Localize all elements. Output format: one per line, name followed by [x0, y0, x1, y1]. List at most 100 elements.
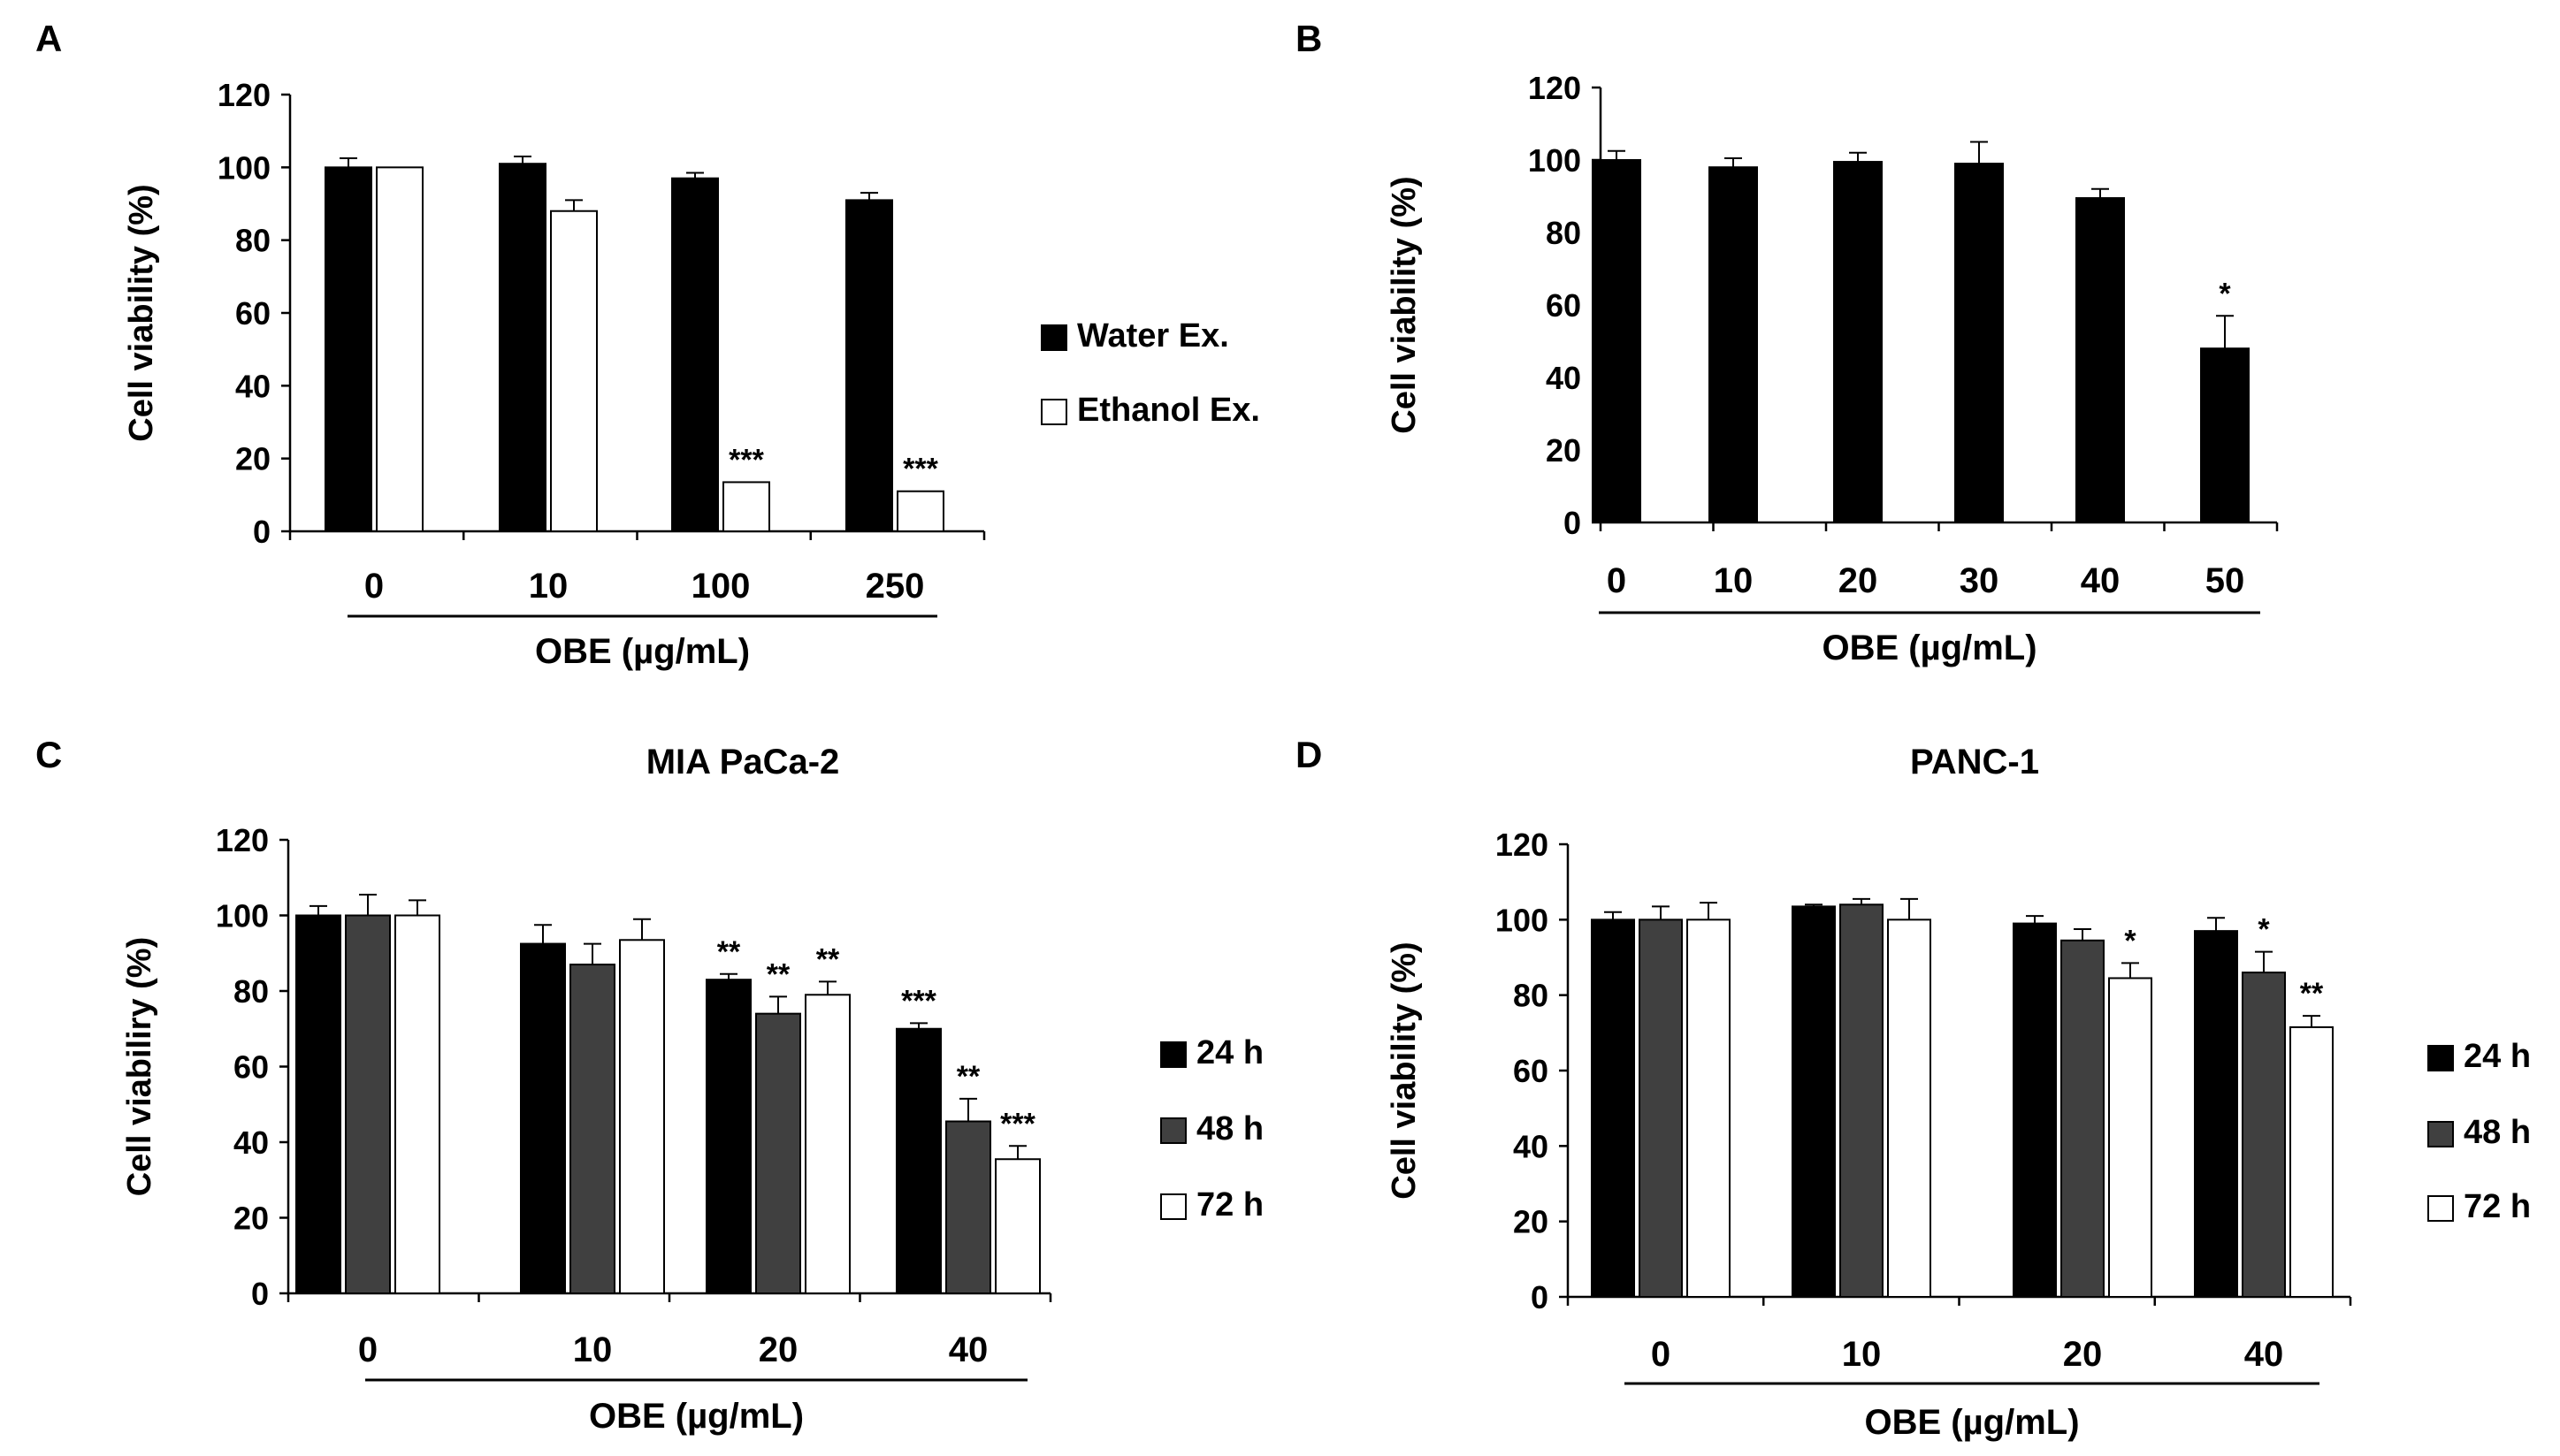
legend-swatch	[2427, 1195, 2454, 1222]
panel-label: B	[1295, 18, 1322, 59]
significance-stars: **	[816, 942, 840, 976]
x-tick-label: 10	[529, 567, 569, 606]
bar	[520, 942, 566, 1294]
y-tick-label: 40	[1546, 360, 1581, 396]
y-axis-label: Cell viability (%)	[1386, 941, 1423, 1199]
bar	[1686, 919, 1731, 1299]
chart-title: PANC-1	[1910, 743, 2039, 781]
y-tick-label: 20	[1513, 1204, 1548, 1240]
legend-label: 24 h	[2464, 1038, 2531, 1075]
significance-stars: ***	[729, 443, 764, 476]
significance-stars: **	[957, 1060, 981, 1094]
bar	[755, 1012, 801, 1295]
y-tick-label: 80	[1513, 978, 1548, 1014]
bar	[2013, 922, 2057, 1298]
bar	[2289, 1025, 2334, 1299]
legend-swatch	[2427, 1121, 2454, 1147]
bar	[376, 166, 424, 532]
x-tick-label: 0	[1651, 1335, 1670, 1374]
legend-swatch	[1041, 399, 1067, 425]
y-tick-label: 100	[218, 149, 271, 186]
significance-stars: *	[2219, 277, 2231, 310]
chart-panel-b: B 0 20 40 60 80 100 120 Cell viability (%) 0 10 20 3…	[1295, 18, 2279, 667]
x-tick-label: 20	[1838, 561, 1878, 600]
significance-stars: *	[2258, 913, 2270, 947]
panel-label: C	[35, 734, 62, 775]
x-tick-label: 40	[2081, 561, 2121, 600]
y-tick-label: 40	[233, 1124, 269, 1161]
legend-swatch	[1160, 1117, 1187, 1144]
y-tick-label: 120	[218, 77, 271, 113]
significance-stars: **	[717, 935, 741, 969]
y-tick-label: 100	[1528, 142, 1581, 179]
y-tick-label: 100	[216, 898, 269, 934]
legend-label: 72 h	[1196, 1186, 1264, 1223]
bar	[1887, 919, 1931, 1299]
x-tick-label: 10	[1714, 561, 1754, 600]
significance-stars: ***	[903, 453, 938, 486]
significance-stars: ***	[1000, 1107, 1035, 1140]
bar	[325, 166, 372, 532]
x-tick-label: 20	[759, 1330, 799, 1369]
y-tick-label: 80	[233, 973, 269, 1010]
y-tick-label: 100	[1495, 902, 1548, 938]
bar	[345, 914, 391, 1294]
y-tick-label: 120	[1495, 827, 1548, 863]
bar	[1954, 163, 2004, 523]
bar	[1591, 919, 1635, 1299]
x-axis-label: OBE (µg/mL)	[1822, 629, 2037, 667]
bar	[1639, 919, 1683, 1299]
y-axis-label: Cell viability (%)	[1386, 176, 1423, 433]
bar	[845, 199, 893, 532]
chart-title: MIA PaCa-2	[646, 743, 840, 781]
bar	[2200, 347, 2250, 524]
bar	[945, 1120, 991, 1295]
bar	[2108, 977, 2152, 1298]
bar	[896, 1027, 942, 1294]
bar	[499, 163, 546, 532]
bar	[2194, 930, 2238, 1298]
x-tick-label: 20	[2063, 1335, 2103, 1374]
bar	[805, 994, 851, 1295]
y-tick-label: 60	[1513, 1053, 1548, 1089]
y-axis-label: Cell viabiliry (%)	[121, 937, 158, 1197]
x-tick-label: 100	[692, 567, 751, 606]
legend-swatch	[2427, 1045, 2454, 1071]
bar	[1592, 159, 1641, 523]
y-tick-label: 0	[1563, 505, 1581, 541]
y-tick-label: 60	[235, 295, 271, 332]
y-tick-label: 60	[1546, 287, 1581, 324]
x-tick-label: 30	[1960, 561, 1999, 600]
legend-label: 48 h	[2464, 1114, 2531, 1151]
bar	[295, 914, 341, 1294]
y-tick-label: 0	[253, 514, 271, 550]
bar	[1839, 903, 1884, 1298]
bar	[722, 481, 770, 532]
x-axis-label: OBE (µg/mL)	[1864, 1403, 2079, 1442]
y-tick-label: 60	[233, 1049, 269, 1086]
y-tick-label: 40	[1513, 1128, 1548, 1164]
legend-swatch	[1041, 324, 1067, 351]
significance-stars: *	[2124, 924, 2136, 957]
y-tick-label: 80	[235, 223, 271, 259]
chart-panel-d: D PANC-1 0 20 40 60 80 100 120 Cell viability (%)…	[1295, 734, 2531, 1442]
y-tick-label: 120	[216, 822, 269, 858]
y-tick-label: 120	[1528, 70, 1581, 106]
bar	[995, 1158, 1041, 1295]
x-tick-label: 0	[1607, 561, 1626, 600]
bar	[550, 210, 598, 532]
bar	[1792, 905, 1836, 1299]
chart-panel-a: A 0 20 40 60 80 100 120 Cell viability (%) 0 10 ***…	[35, 18, 1260, 671]
legend-label: Water Ex.	[1077, 317, 1229, 354]
chart-panel-c: C MIA PaCa-2 0 20 40 60 80 100 120 Cell viabiliry…	[35, 734, 1264, 1436]
legend-swatch	[1160, 1041, 1187, 1068]
bar	[619, 939, 665, 1294]
bar	[897, 490, 944, 533]
x-tick-label: 0	[358, 1330, 378, 1369]
panel-label: D	[1295, 734, 1322, 775]
bar	[1833, 161, 1883, 524]
y-tick-label: 20	[235, 441, 271, 477]
y-tick-label: 80	[1546, 215, 1581, 251]
x-tick-label: 40	[2244, 1335, 2284, 1374]
